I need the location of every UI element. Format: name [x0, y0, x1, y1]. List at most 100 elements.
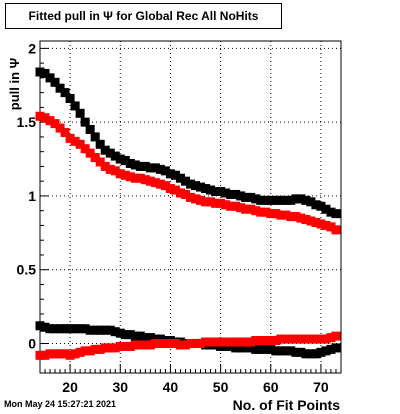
data-point-series-2: [160, 181, 170, 191]
data-point-series-4: [316, 334, 326, 344]
data-point-series-1: [65, 94, 75, 104]
data-point-series-1: [271, 195, 281, 205]
data-point-series-4: [95, 344, 105, 354]
data-point-series-1: [316, 201, 326, 211]
data-point-series-3: [276, 346, 286, 356]
data-point-series-4: [221, 337, 231, 347]
data-point-series-4: [90, 344, 100, 354]
data-point-series-1: [206, 185, 216, 195]
data-point-series-4: [35, 350, 45, 360]
data-point-series-4: [241, 337, 251, 347]
data-point-series-1: [301, 195, 311, 205]
data-point-series-4: [120, 341, 130, 351]
data-point-series-4: [276, 334, 286, 344]
data-point-series-3: [286, 346, 296, 356]
data-point-series-3: [100, 325, 110, 335]
data-point-series-4: [331, 331, 341, 341]
data-point-series-1: [201, 184, 211, 194]
data-point-series-1: [55, 83, 65, 93]
data-point-series-2: [145, 176, 155, 186]
y-tick-label: 0.5: [17, 262, 37, 278]
data-point-series-2: [246, 204, 256, 214]
data-point-series-3: [135, 331, 145, 341]
y-tick-label: 1.5: [17, 114, 37, 130]
data-point-series-4: [155, 338, 165, 348]
data-point-series-3: [80, 324, 90, 334]
data-point-series-2: [321, 220, 331, 230]
data-point-series-1: [120, 156, 130, 166]
data-point-series-3: [326, 344, 336, 354]
data-point-series-1: [150, 163, 160, 173]
data-point-series-1: [35, 67, 45, 77]
data-point-series-2: [301, 215, 311, 225]
data-point-series-3: [266, 344, 276, 354]
data-point-series-1: [266, 195, 276, 205]
data-point-series-1: [221, 188, 231, 198]
data-point-series-4: [50, 349, 60, 359]
data-point-series-3: [75, 324, 85, 334]
data-point-series-4: [191, 338, 201, 348]
plot-frame: [39, 40, 342, 374]
data-point-series-4: [321, 334, 331, 344]
data-point-series-4: [45, 349, 55, 359]
data-point-series-1: [100, 145, 110, 155]
data-point-series-3: [40, 322, 50, 332]
data-point-series-1: [321, 204, 331, 214]
data-point-series-1: [140, 161, 150, 171]
data-point-series-1: [251, 194, 261, 204]
data-point-series-4: [150, 338, 160, 348]
data-point-series-2: [266, 209, 276, 219]
data-point-series-4: [236, 337, 246, 347]
data-point-series-4: [231, 337, 241, 347]
data-point-series-4: [75, 347, 85, 357]
data-point-series-1: [241, 192, 251, 202]
data-point-series-1: [226, 189, 236, 199]
data-point-series-2: [80, 144, 90, 154]
data-point-series-2: [211, 198, 221, 208]
data-point-series-1: [115, 154, 125, 164]
data-point-series-2: [125, 172, 135, 182]
data-point-series-1: [130, 160, 140, 170]
data-point-series-4: [85, 346, 95, 356]
data-point-series-1: [175, 173, 185, 183]
data-point-series-2: [286, 212, 296, 222]
data-point-series-3: [70, 324, 80, 334]
data-point-series-2: [316, 219, 326, 229]
data-point-series-2: [65, 133, 75, 143]
data-point-series-3: [311, 349, 321, 359]
data-point-series-3: [291, 347, 301, 357]
data-point-series-1: [80, 117, 90, 127]
data-point-series-3: [316, 347, 326, 357]
data-point-series-2: [165, 184, 175, 194]
data-point-series-2: [155, 179, 165, 189]
y-axis-label: pull in Ψ: [7, 58, 22, 110]
data-point-series-4: [55, 349, 65, 359]
x-tick-label: 20: [62, 379, 78, 395]
data-point-series-2: [261, 207, 271, 217]
data-point-series-1: [216, 187, 226, 197]
data-point-series-2: [40, 113, 50, 123]
data-point-series-1: [246, 192, 256, 202]
data-point-series-2: [276, 210, 286, 220]
data-point-series-3: [115, 328, 125, 338]
data-point-series-4: [216, 337, 226, 347]
data-point-series-3: [236, 343, 246, 353]
data-point-series-4: [80, 346, 90, 356]
x-tick-label: 50: [213, 379, 229, 395]
x-tick-label: 40: [163, 379, 179, 395]
data-point-series-2: [140, 175, 150, 185]
data-point-series-4: [301, 334, 311, 344]
data-point-series-4: [251, 336, 261, 346]
tick-labels: 20 30 40 50 60 70 0 0.5 1 1.5 2: [17, 40, 329, 395]
x-axis-label: No. of Fit Points: [233, 397, 341, 413]
data-point-series-4: [130, 340, 140, 350]
data-point-series-1: [326, 207, 336, 217]
data-point-series-1: [155, 164, 165, 174]
data-point-series-4: [246, 337, 256, 347]
data-point-series-3: [50, 324, 60, 334]
data-point-series-1: [105, 148, 115, 158]
data-point-series-4: [135, 340, 145, 350]
data-point-series-4: [266, 336, 276, 346]
data-point-series-1: [50, 77, 60, 87]
data-point-series-4: [125, 341, 135, 351]
